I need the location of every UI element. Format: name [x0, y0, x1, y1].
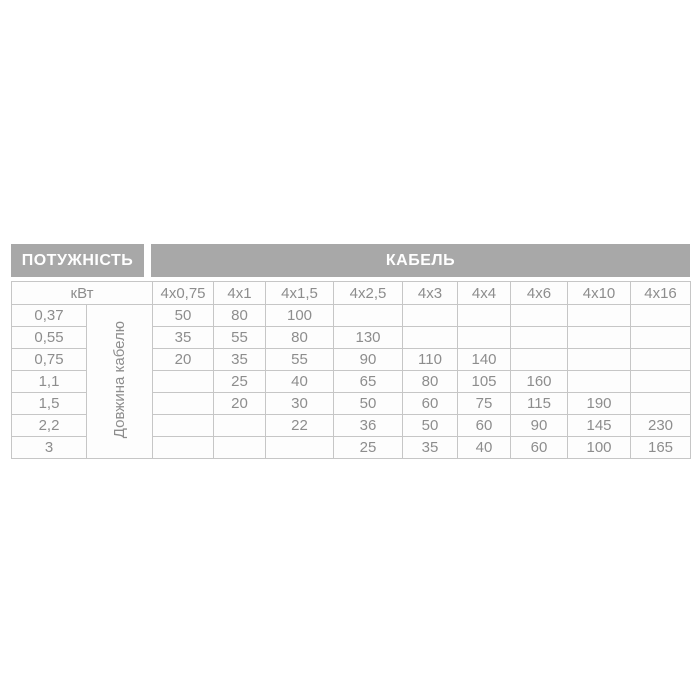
length-value-cell: 100 — [265, 304, 335, 327]
length-value-cell — [510, 348, 569, 371]
table-body: 0,37 Довжина кабелю 50 80 100 0,55 35 55 80 130 0,… — [11, 304, 692, 459]
length-value-cell: 20 — [152, 348, 215, 371]
section-header-cell: 4х3 — [402, 281, 459, 305]
power-value-cell: 0,55 — [11, 326, 87, 349]
cable-length-cell: Довжина кабелю — [85, 304, 154, 459]
section-header-cell: 4х16 — [630, 281, 692, 305]
length-value-cell: 60 — [510, 436, 569, 459]
length-value-cell: 110 — [402, 348, 459, 371]
length-value-cell: 230 — [630, 414, 692, 437]
length-value-cell: 190 — [567, 392, 632, 415]
section-header-cell: 4х6 — [510, 281, 569, 305]
cable-header: КАБЕЛЬ — [151, 244, 690, 277]
length-value-cell — [213, 414, 267, 437]
length-value-cell — [402, 326, 459, 349]
table-row: 1,1 25 40 65 80 105 160 — [11, 370, 692, 393]
length-value-cell — [265, 436, 335, 459]
length-value-cell — [567, 348, 632, 371]
length-value-cell — [510, 304, 569, 327]
length-value-cell: 25 — [333, 436, 404, 459]
length-value-cell: 100 — [567, 436, 632, 459]
power-value-cell: 0,75 — [11, 348, 87, 371]
length-value-cell — [567, 370, 632, 393]
length-value-cell: 90 — [510, 414, 569, 437]
table-row: 2,2 22 36 50 60 90 145 230 — [11, 414, 692, 437]
section-header-cell: 4х1,5 — [265, 281, 335, 305]
length-value-cell — [510, 326, 569, 349]
table-row: 3 25 35 40 60 100 165 — [11, 436, 692, 459]
section-header-cell: 4х1 — [213, 281, 267, 305]
table-row: 0,55 35 55 80 130 — [11, 326, 692, 349]
length-value-cell: 22 — [265, 414, 335, 437]
section-header-cell: 4х10 — [567, 281, 632, 305]
data-table: кВт 4х0,75 4х1 4х1,5 4х2,5 4х3 4х4 4х6 4х10 4х16… — [10, 281, 692, 459]
length-value-cell — [402, 304, 459, 327]
length-value-cell — [152, 392, 215, 415]
length-value-cell — [152, 414, 215, 437]
length-value-cell: 36 — [333, 414, 404, 437]
length-value-cell: 80 — [402, 370, 459, 393]
length-value-cell — [457, 326, 512, 349]
power-header: ПОТУЖНІСТЬ — [11, 244, 144, 277]
length-value-cell: 80 — [213, 304, 267, 327]
column-header-row: кВт 4х0,75 4х1 4х1,5 4х2,5 4х3 4х4 4х6 4х10 4х16 — [10, 281, 692, 305]
length-value-cell: 35 — [213, 348, 267, 371]
length-value-cell — [152, 436, 215, 459]
length-value-cell: 160 — [510, 370, 569, 393]
power-value-cell: 3 — [11, 436, 87, 459]
table-row: 0,75 20 35 55 90 110 140 — [11, 348, 692, 371]
length-value-cell: 65 — [333, 370, 404, 393]
length-value-cell — [567, 326, 632, 349]
length-value-cell — [630, 370, 692, 393]
length-value-cell: 55 — [265, 348, 335, 371]
length-value-cell: 50 — [402, 414, 459, 437]
length-value-cell — [630, 326, 692, 349]
length-value-cell: 40 — [265, 370, 335, 393]
length-value-cell: 25 — [213, 370, 267, 393]
power-cable-table: ПОТУЖНІСТЬ КАБЕЛЬ кВт 4х0 — [10, 244, 692, 459]
length-value-cell: 75 — [457, 392, 512, 415]
cable-length-label: Довжина кабелю — [111, 320, 128, 439]
length-value-cell — [567, 304, 632, 327]
table-row: 1,5 20 30 50 60 75 115 190 — [11, 392, 692, 415]
length-value-cell: 105 — [457, 370, 512, 393]
length-value-cell: 140 — [457, 348, 512, 371]
length-value-cell: 90 — [333, 348, 404, 371]
length-value-cell: 130 — [333, 326, 404, 349]
length-value-cell — [213, 436, 267, 459]
length-value-cell: 60 — [457, 414, 512, 437]
length-value-cell — [630, 392, 692, 415]
length-value-cell: 50 — [152, 304, 215, 327]
section-header-cell: 4х4 — [457, 281, 512, 305]
length-value-cell: 80 — [265, 326, 335, 349]
length-value-cell: 50 — [333, 392, 404, 415]
power-value-cell: 0,37 — [11, 304, 87, 327]
length-value-cell: 145 — [567, 414, 632, 437]
length-value-cell: 115 — [510, 392, 569, 415]
length-value-cell: 165 — [630, 436, 692, 459]
length-value-cell — [630, 348, 692, 371]
power-value-cell: 1,5 — [11, 392, 87, 415]
section-header-cell: 4х0,75 — [152, 281, 215, 305]
length-value-cell: 40 — [457, 436, 512, 459]
power-value-cell: 1,1 — [11, 370, 87, 393]
power-value-cell: 2,2 — [11, 414, 87, 437]
length-value-cell: 35 — [152, 326, 215, 349]
section-header-cell: 4х2,5 — [333, 281, 404, 305]
length-value-cell — [630, 304, 692, 327]
length-value-cell — [152, 370, 215, 393]
unit-header-cell: кВт — [10, 281, 154, 305]
length-value-cell — [457, 304, 512, 327]
table-header-band: ПОТУЖНІСТЬ КАБЕЛЬ — [11, 244, 690, 277]
length-value-cell: 20 — [213, 392, 267, 415]
length-value-cell: 35 — [402, 436, 459, 459]
length-value-cell — [333, 304, 404, 327]
length-value-cell: 30 — [265, 392, 335, 415]
table-row: 0,37 Довжина кабелю 50 80 100 — [11, 304, 692, 459]
length-value-cell: 55 — [213, 326, 267, 349]
length-value-cell: 60 — [402, 392, 459, 415]
